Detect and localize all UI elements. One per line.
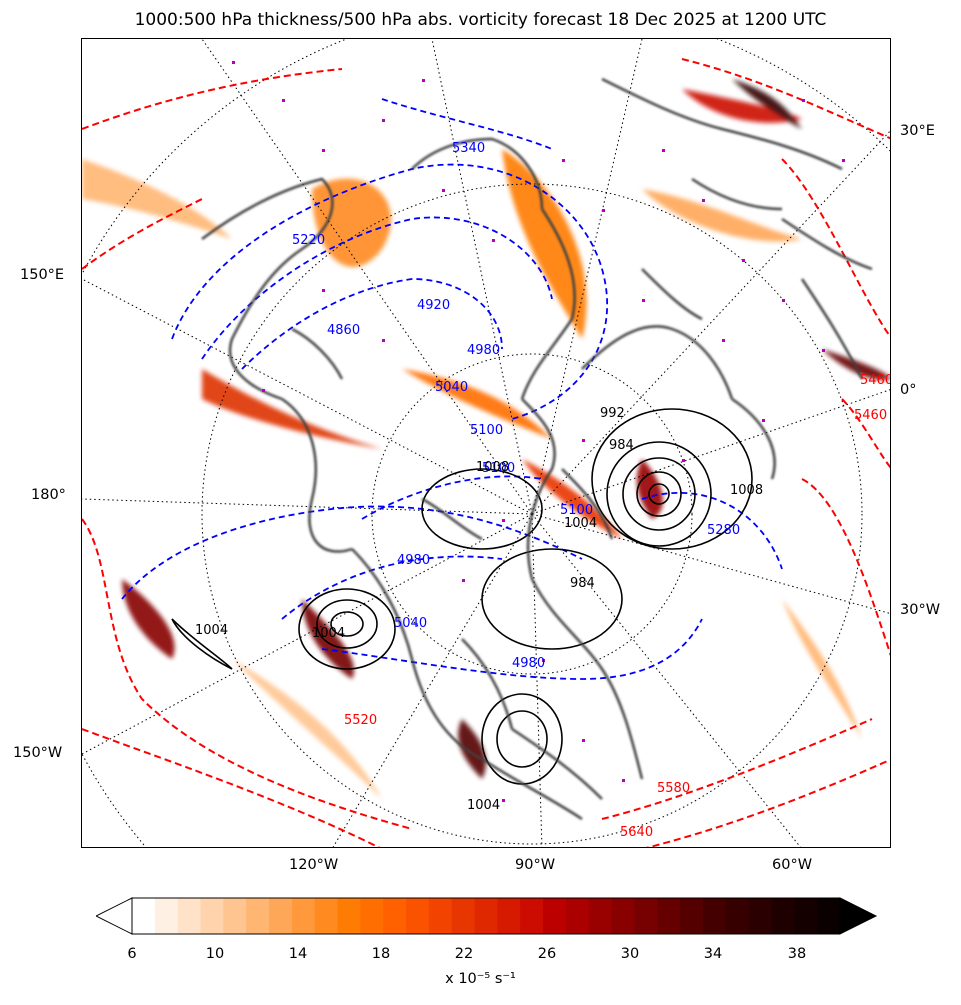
colorbar-tick: 30	[620, 946, 640, 962]
pressure-label: 984	[570, 576, 595, 591]
colorbar-cell	[154, 898, 179, 934]
pressure-label: 1004	[564, 516, 597, 531]
colorbar-min-extend	[96, 897, 133, 935]
thickness-cold-contours	[121, 98, 783, 680]
colorbar-cell	[497, 898, 521, 934]
graticule	[82, 39, 890, 847]
colorbar-cell	[543, 898, 567, 934]
colorbar	[96, 897, 878, 935]
pressure-label: 1008	[730, 483, 763, 498]
pressure-contours	[171, 408, 753, 785]
thickness-label: 5460	[854, 408, 887, 423]
colorbar-cell	[223, 898, 247, 934]
colorbar-cell	[702, 898, 727, 934]
pressure-label: 1004	[312, 626, 345, 641]
colorbar-cell	[725, 898, 750, 934]
pressure-label: 1004	[467, 798, 500, 813]
thickness-label: 4860	[327, 323, 360, 338]
colorbar-cell	[565, 898, 590, 934]
colorbar-cell	[269, 898, 293, 934]
lon-label-30e: 30°E	[900, 123, 935, 139]
colorbar-cell	[794, 898, 818, 934]
colorbar-cell	[314, 898, 339, 934]
colorbar-tick: 18	[371, 946, 391, 962]
lon-label-150w: 150°W	[13, 745, 63, 761]
thickness-label: 5640	[620, 825, 653, 840]
thickness-label: 5580	[657, 781, 690, 796]
colorbar-outline	[131, 897, 841, 935]
lon-label-90w: 90°W	[515, 857, 556, 873]
thickness-label: 5280	[707, 523, 740, 538]
colorbar-tick: 10	[205, 946, 225, 962]
thickness-label: 4980	[512, 656, 545, 671]
colorbar-cell	[177, 898, 202, 934]
lon-label-180: 180°	[31, 487, 66, 503]
colorbar-cell	[520, 898, 544, 934]
thickness-label: 5460	[860, 373, 891, 388]
colorbar-cell	[474, 898, 498, 934]
colorbar-cell	[428, 898, 453, 934]
lon-label-60w: 60°W	[772, 857, 813, 873]
colorbar-tick: 26	[537, 946, 557, 962]
colorbar-cell	[588, 898, 613, 934]
thickness-label: 4920	[417, 298, 450, 313]
colorbar-cells	[132, 898, 841, 934]
thickness-label: 5100	[470, 423, 503, 438]
colorbar-cell	[748, 898, 772, 934]
lon-label-0: 0°	[900, 382, 917, 398]
thickness-label: 5520	[344, 713, 377, 728]
pressure-label: 1008	[476, 460, 509, 475]
colorbar-cell	[771, 898, 795, 934]
thickness-label: 5040	[435, 380, 468, 395]
map-canvas: 5340 5220 4920 4860 4980 5040 5100 5100 …	[82, 39, 891, 847]
colorbar-cell	[246, 898, 270, 934]
coastlines	[201, 77, 873, 821]
colorbar-cell	[132, 898, 156, 934]
thickness-label: 5340	[452, 141, 485, 156]
thickness-label: 4980	[397, 553, 430, 568]
colorbar-cell	[680, 898, 704, 934]
thickness-label: 5220	[292, 233, 325, 248]
lon-label-150e: 150°E	[20, 267, 65, 283]
pressure-label: 1004	[195, 623, 228, 638]
pressure-label: 984	[609, 438, 634, 453]
colorbar-tick: 14	[288, 946, 308, 962]
chart-title: 1000:500 hPa thickness/500 hPa abs. vort…	[134, 10, 827, 30]
colorbar-cell	[451, 898, 476, 934]
colorbar-cell	[406, 898, 430, 934]
colorbar-cell	[383, 898, 407, 934]
colorbar-cell	[291, 898, 316, 934]
map-panel[interactable]: 5340 5220 4920 4860 4980 5040 5100 5100 …	[81, 38, 891, 848]
colorbar-cell	[817, 898, 841, 934]
colorbar-tick: 6	[127, 946, 137, 962]
colorbar-cell	[360, 898, 384, 934]
magenta-markers	[232, 61, 845, 802]
colorbar-cell	[611, 898, 635, 934]
colorbar-cell	[337, 898, 361, 934]
thickness-warm-contours	[82, 58, 890, 847]
colorbar-cell	[634, 898, 658, 934]
colorbar-cell	[200, 898, 224, 934]
colorbar-tick: 34	[703, 946, 723, 962]
thickness-label: 5100	[482, 461, 515, 476]
thickness-label: 5040	[394, 616, 427, 631]
lon-label-30w: 30°W	[900, 602, 941, 618]
colorbar-unit-label: x 10⁻⁵ s⁻¹	[445, 971, 516, 987]
colorbar-max-extend	[839, 897, 878, 935]
thickness-label: 5100	[560, 503, 593, 518]
colorbar-tick: 38	[787, 946, 807, 962]
colorbar-tick: 22	[454, 946, 474, 962]
thickness-label: 4980	[467, 343, 500, 358]
lon-label-120w: 120°W	[289, 857, 339, 873]
pressure-label: 992	[600, 406, 625, 421]
colorbar-cell	[657, 898, 681, 934]
